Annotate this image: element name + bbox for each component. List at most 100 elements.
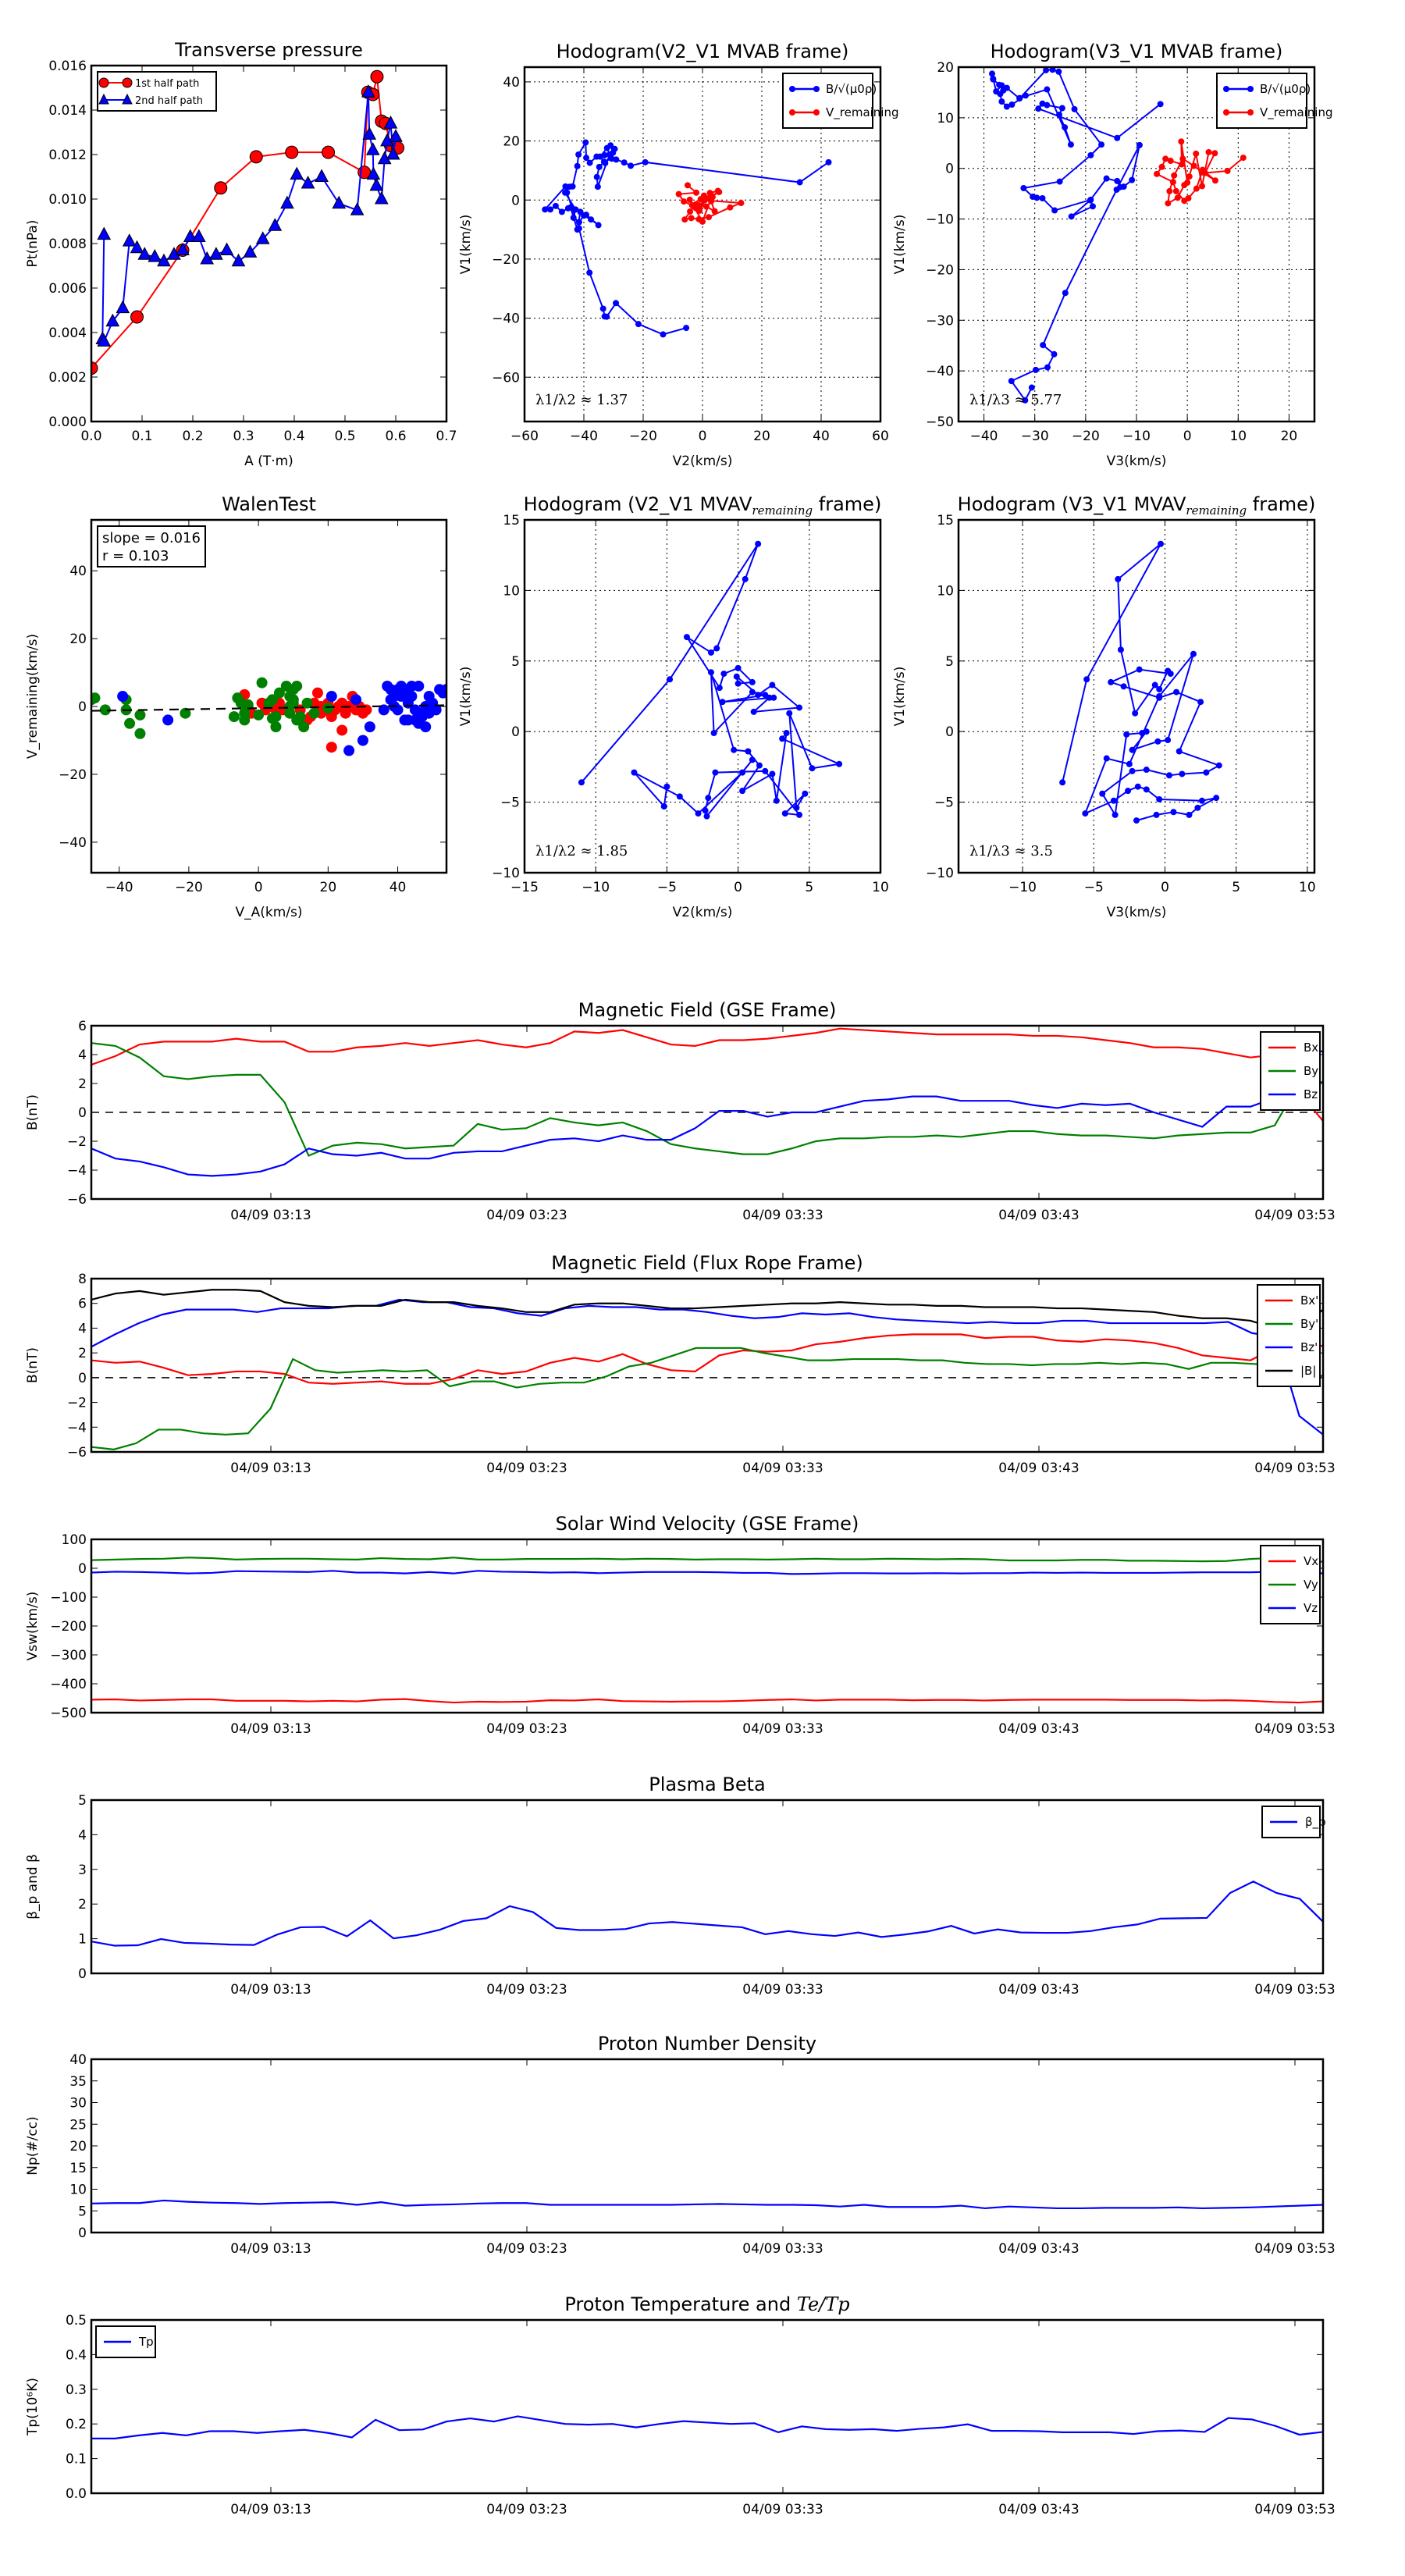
x-tick-label: −10: [1008, 880, 1037, 895]
chart-title: Hodogram(V2_V1 MVAB frame): [557, 41, 849, 62]
proton-number-density-chart: Proton Number Density Np(#/cc) 0 5 10 15 20 25 3…: [25, 2033, 1336, 2257]
hodogram-v2v1-mvab-chart: Hodogram(V2_V1 MVAB frame) V2(km/s) V1(km/…: [458, 41, 899, 469]
legend-marker: [1223, 86, 1229, 92]
data-point: [836, 760, 843, 767]
hodogram-v2v1-mvav-chart: Hodogram (V2_V1 MVAVremaining frame) V2(k…: [458, 493, 889, 920]
data-point: [582, 139, 589, 146]
data-point: [564, 205, 571, 212]
x-axis-label: V2(km/s): [673, 454, 733, 469]
data-point: [762, 692, 769, 699]
y-tick-label: −20: [926, 262, 954, 278]
data-point: [676, 793, 683, 800]
data-point: [750, 708, 757, 715]
data-point: [990, 75, 997, 82]
data-point: [1133, 817, 1140, 824]
data-point: [1051, 350, 1058, 358]
data-point: [783, 730, 790, 737]
series-line-1: [91, 76, 398, 369]
data-point: [593, 173, 600, 180]
series-line-2: [91, 1347, 1323, 1450]
x-tick-label: 04/09 03:13: [230, 2241, 311, 2257]
data-point: [1205, 148, 1212, 155]
data-point: [374, 190, 389, 205]
x-tick-label: 0: [254, 880, 263, 895]
data-point: [1056, 178, 1063, 185]
data-point: [1199, 169, 1206, 176]
y-tick-label: −10: [926, 866, 954, 881]
data-point: [781, 810, 788, 817]
x-tick-label: −40: [570, 429, 598, 444]
x-tick-label: 0.0: [80, 429, 101, 444]
y-tick-label: 35: [69, 2074, 87, 2090]
legend-marker: [122, 93, 133, 105]
chart-title: Plasma Beta: [649, 1774, 765, 1795]
data-point: [1179, 770, 1186, 777]
x-tick-label: 04/09 03:13: [230, 1208, 311, 1223]
legend-marker: [1247, 86, 1254, 92]
chart-title: Hodogram (V3_V1 MVAVremaining frame): [958, 493, 1316, 518]
data-point: [183, 229, 197, 242]
data-point: [364, 721, 375, 733]
data-point: [1185, 194, 1192, 201]
data-point: [687, 208, 694, 215]
data-point: [685, 182, 691, 189]
data-point: [308, 707, 320, 719]
data-point: [1033, 366, 1040, 373]
data-point: [1129, 767, 1136, 774]
data-point: [1051, 207, 1058, 214]
data-point: [231, 253, 246, 267]
chart-title: Hodogram(V3_V1 MVAB frame): [991, 41, 1283, 62]
data-point: [769, 681, 776, 688]
y-tick-label: 5: [511, 654, 520, 670]
y-tick-label: −200: [50, 1619, 87, 1635]
y-tick-label: 0: [945, 162, 954, 177]
data-point: [1198, 797, 1205, 804]
y-tick-label: 0.000: [48, 415, 87, 430]
legend-label: Bz': [1300, 1340, 1318, 1354]
title-main: Hodogram (V2_V1 MVAV: [524, 493, 752, 515]
y-tick-label: −10: [926, 212, 954, 228]
legend-label: Vx: [1304, 1554, 1318, 1568]
data-point: [332, 195, 347, 209]
data-point: [1114, 177, 1121, 184]
axes-frame: [90, 1024, 1325, 1201]
data-point: [1062, 290, 1069, 297]
title-math: Te/Tp: [797, 2293, 850, 2315]
data-point: [1165, 772, 1172, 779]
y-tick-label: 5: [78, 2204, 87, 2219]
y-tick-label: 0: [78, 699, 87, 715]
data-point: [350, 694, 362, 706]
y-tick-label: −5: [500, 795, 520, 811]
data-point: [322, 145, 336, 159]
data-point: [552, 202, 559, 209]
x-tick-label: 04/09 03:53: [1254, 1721, 1335, 1737]
data-point: [1008, 101, 1016, 108]
y-axis-label: Np(#/cc): [25, 2116, 41, 2175]
data-point: [1167, 157, 1174, 164]
data-point: [255, 231, 270, 244]
data-point: [1115, 575, 1122, 582]
y-tick-label: 10: [503, 583, 520, 599]
y-tick-label: 0: [78, 1105, 87, 1121]
x-tick-label: 0.4: [283, 429, 304, 444]
series-line-1: [91, 1880, 1323, 1947]
data-point: [1039, 194, 1046, 201]
x-tick-label: 04/09 03:23: [486, 1721, 567, 1737]
data-point: [441, 684, 446, 696]
x-tick-label: −60: [510, 429, 539, 444]
eigenvalue-ratio-annotation: λ1/λ3 ≈ 5.77: [969, 392, 1062, 408]
data-point: [1003, 103, 1010, 110]
data-point: [1044, 86, 1051, 93]
y-tick-label: −10: [492, 866, 520, 881]
y-axis-label: Vsw(km/s): [25, 1592, 41, 1661]
data-point: [683, 325, 690, 332]
data-point: [298, 721, 310, 733]
y-tick-label: −2: [67, 1396, 87, 1411]
data-point: [998, 98, 1005, 105]
data-point: [727, 204, 734, 211]
data-point: [273, 687, 285, 699]
x-tick-label: 40: [389, 880, 407, 895]
data-point: [1033, 194, 1040, 201]
data-point: [336, 724, 348, 736]
y-tick-label: 0.3: [66, 2382, 87, 2398]
